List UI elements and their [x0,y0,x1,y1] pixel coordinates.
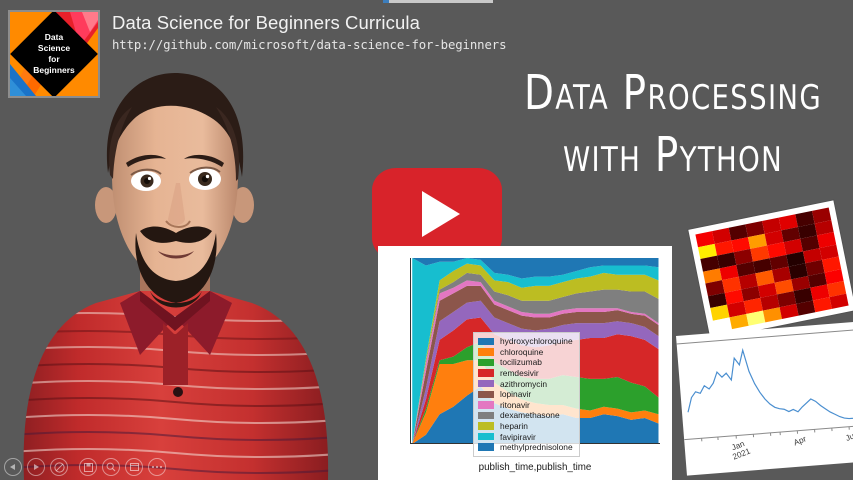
legend-swatch [478,358,494,367]
legend-item[interactable]: methylprednisolone [478,442,573,453]
forward-button[interactable] [27,458,45,476]
legend-item[interactable]: lopinavir [478,389,573,400]
heatmap-cell [829,293,849,309]
y-tick-mark [410,332,411,333]
legend-item[interactable]: dexamethasone [478,410,573,421]
youtube-play-button[interactable] [372,168,502,260]
home-button[interactable] [79,458,97,476]
logo-line-2: Science [37,43,71,53]
logo-line-1: Data [44,32,64,42]
slide-title: Data Processing with Python [516,62,831,186]
magnifier-icon [106,462,116,472]
progress-fill [383,0,389,3]
window-icon [129,463,139,471]
data-science-for-beginners-logo: Data Science for Beginners [8,10,100,98]
logo-line-4: Beginners [33,65,75,75]
line-chart-series [676,327,853,442]
stacked-area-chart[interactable]: 0.00.20.40.60.81.0(2020, 1)(2020, 6)(202… [378,246,672,480]
time-series-line-chart[interactable]: Jan 2021 Apr Jul [676,320,853,476]
matplotlib-nav-toolbar[interactable] [4,457,166,477]
legend-label: dexamethasone [500,410,560,421]
y-tick-mark [410,369,411,370]
legend-item[interactable]: tocilizumab [478,357,573,368]
zoom-button[interactable] [102,458,120,476]
legend-item[interactable]: remdesivir [478,368,573,379]
legend-swatch [478,443,494,451]
ellipsis-icon [151,465,163,469]
legend-label: favipiravir [500,431,536,442]
area-chart-x-axis-label: publish_time,publish_time [478,462,592,473]
back-button[interactable] [4,458,22,476]
slide-title-line-1: Data Processing [523,65,823,121]
legend-item[interactable]: hydroxychloroquine [478,336,573,347]
legend-label: chloroquine [500,346,544,357]
legend-label: azithromycin [500,378,548,389]
logo-text: Data Science for Beginners [10,12,98,96]
slide-title-line-2: with Python [562,127,784,183]
y-tick-mark [410,258,411,259]
legend-swatch [478,369,494,377]
save-icon [83,462,93,472]
progress-track[interactable] [383,0,493,3]
presenter-video-figure [0,55,350,480]
legend-label: tocilizumab [500,357,542,368]
legend-swatch [478,337,494,346]
right-arrow-icon [32,463,40,471]
logo-line-3: for [48,54,60,64]
legend-item[interactable]: chloroquine [478,347,573,358]
legend-label: ritonavir [500,399,530,410]
legend-label: remdesivir [500,368,539,379]
more-button[interactable] [148,458,166,476]
legend-swatch [478,401,494,409]
legend-item[interactable]: azithromycin [478,378,573,389]
legend-label: lopinavir [500,389,532,400]
correlation-heatmap[interactable] [688,200,853,340]
chart-legend[interactable]: hydroxychloroquine chloroquine tocilizumab… [473,332,580,457]
repository-url[interactable]: http://github.com/microsoft/data-science… [112,38,507,52]
config-button[interactable] [125,458,143,476]
page-title: Data Science for Beginners Curricula [112,12,420,33]
video-progress-bar[interactable] [0,0,853,4]
no-entry-icon [53,461,65,473]
legend-item[interactable]: heparin [478,421,573,432]
legend-swatch [478,379,494,388]
y-tick-mark [410,295,411,296]
legend-label: hydroxychloroquine [500,336,573,347]
pan-button[interactable] [50,458,68,476]
legend-item[interactable]: ritonavir [478,400,573,411]
heatmap-grid [695,207,849,333]
legend-swatch [478,348,494,356]
legend-swatch [478,422,494,430]
left-arrow-icon [9,463,17,471]
legend-swatch [478,432,494,441]
legend-label: heparin [500,421,528,432]
play-triangle-icon [422,191,460,237]
legend-item[interactable]: favipiravir [478,431,573,442]
legend-swatch [478,390,494,399]
y-tick-mark [410,406,411,407]
legend-label: methylprednisolone [500,442,573,453]
legend-swatch [478,411,494,420]
